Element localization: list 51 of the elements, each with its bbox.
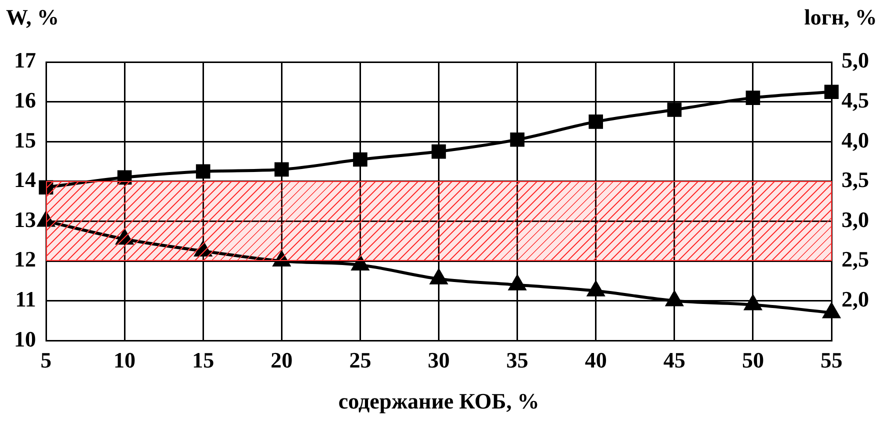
point: [667, 102, 682, 117]
point: [508, 275, 526, 290]
x-tick-label: 40: [584, 347, 607, 372]
y-tick-label: 14: [14, 167, 36, 192]
y-tick-label: 15: [14, 127, 36, 152]
y-tick-label: 16: [14, 87, 36, 112]
y-tick-label: 10: [14, 326, 36, 352]
point: [430, 269, 448, 284]
point: [587, 281, 604, 296]
y-tick-label: 17: [14, 48, 36, 73]
x-tick-label: 25: [349, 347, 372, 372]
point: [196, 164, 210, 179]
y-axis-title: W, %: [6, 4, 59, 30]
point: [194, 242, 212, 257]
point: [38, 212, 54, 227]
y2-tick-label: 2,5: [842, 246, 869, 272]
point: [117, 170, 132, 185]
x-axis-title: содержание КОБ, %: [338, 388, 540, 414]
point: [273, 252, 290, 266]
x-tick-label: 55: [820, 347, 842, 372]
point: [274, 162, 289, 177]
y-tick-label: 11: [15, 286, 36, 312]
y2-tick-label: 4,5: [842, 87, 869, 112]
y-tick-label: 13: [14, 206, 36, 232]
x-tick-label: 45: [663, 347, 686, 372]
point: [510, 132, 524, 147]
point: [116, 230, 133, 245]
x-tick-label: 50: [742, 347, 764, 372]
y2-tick-label: 3,5: [842, 167, 869, 192]
y-tick-label: 12: [14, 246, 36, 272]
x-tick-label: 20: [270, 347, 293, 372]
point: [744, 295, 762, 310]
point: [38, 180, 54, 195]
point: [666, 291, 683, 306]
x-tick-label: 10: [114, 347, 136, 372]
point: [824, 84, 839, 100]
point: [432, 144, 446, 159]
y2-axis-title: lогн, %: [804, 4, 877, 30]
point: [823, 303, 840, 318]
y2-tick-label: 5,0: [842, 48, 869, 73]
point: [588, 114, 604, 129]
y2-tick-label: 4,0: [842, 127, 869, 152]
x-tick-label: 5: [40, 347, 52, 372]
x-tick-label: 35: [506, 347, 528, 372]
y2-tick-label: 3,0: [842, 206, 869, 232]
y2-tick-label: 2,0: [842, 286, 869, 312]
point: [353, 152, 368, 167]
x-tick-label: 30: [428, 347, 450, 372]
point: [352, 255, 369, 270]
point: [746, 90, 760, 105]
x-tick-label: 15: [192, 347, 214, 372]
